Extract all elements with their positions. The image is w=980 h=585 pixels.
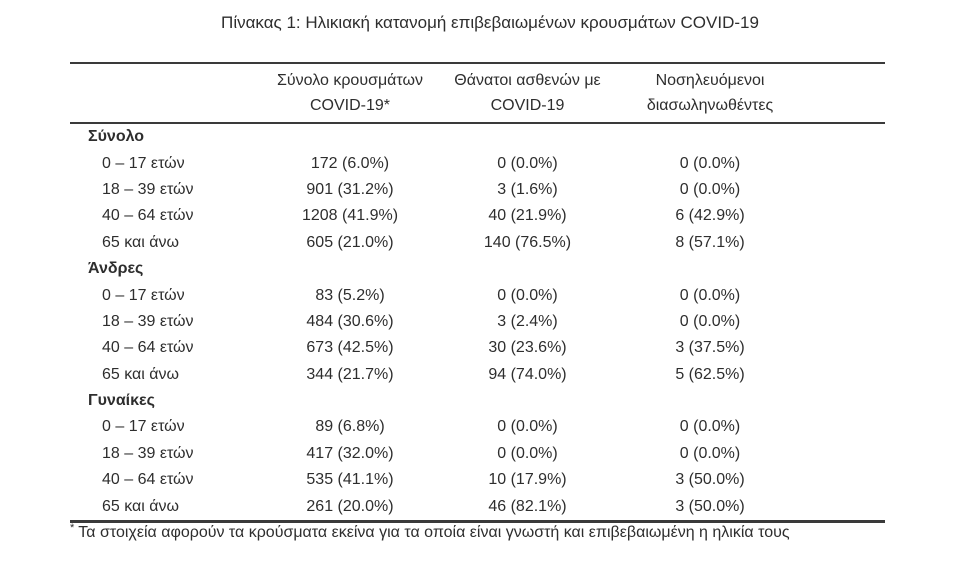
- deaths-value: 10 (17.9%): [488, 471, 567, 489]
- intubated-value: 3 (50.0%): [675, 471, 745, 489]
- cases-value: 535 (41.1%): [306, 471, 394, 489]
- cases-value: 172 (6.0%): [310, 154, 390, 172]
- age-range-label: 40 – 64 ετών: [102, 339, 194, 357]
- row-spacer: [805, 150, 885, 176]
- cases-value: 261 (20.0%): [260, 493, 440, 523]
- col-header-line: Σύνολο κρουσμάτων: [276, 72, 423, 89]
- group-label: Γυναίκες: [88, 392, 155, 410]
- deaths-value: 140 (76.5%): [483, 233, 572, 251]
- table-row: 0 – 17 ετών 89 (6.8%) 0 (0.0%) 0 (0.0%): [70, 414, 885, 440]
- row-spacer: [805, 230, 885, 256]
- footnote-marker: *: [70, 521, 75, 534]
- table-row: 40 – 64 ετών 1208 (41.9%) 40 (21.9%) 6 (…: [70, 203, 885, 229]
- col-header-line: COVID-19: [490, 97, 565, 114]
- table-row: 40 – 64 ετών 673 (42.5%) 30 (23.6%) 3 (3…: [70, 335, 885, 361]
- row-spacer: [805, 467, 885, 493]
- age-range-label: 40 – 64 ετών: [102, 207, 194, 225]
- group-header-row: Άνδρες: [70, 256, 885, 282]
- deaths-value: 30 (23.6%): [488, 339, 567, 357]
- table-row: 40 – 64 ετών 535 (41.1%) 10 (17.9%) 3 (5…: [70, 467, 885, 493]
- cases-value: 83 (5.2%): [315, 286, 385, 304]
- deaths-value: 3 (2.4%): [497, 312, 558, 330]
- age-range-label: 0 – 17 ετών: [102, 286, 185, 304]
- intubated-value: 8 (57.1%): [675, 233, 745, 251]
- col-header-intubated: Νοσηλευόμενοι διασωληνωθέντες: [615, 63, 805, 124]
- row-spacer: [805, 203, 885, 229]
- intubated-value: 3 (50.0%): [615, 493, 805, 523]
- cases-value: 89 (6.8%): [315, 418, 385, 436]
- table-row: 65 και άνω 261 (20.0%) 46 (82.1%) 3 (50.…: [70, 493, 885, 523]
- table-footnote: * Τα στοιχεία αφορούν τα κρούσματα εκείνα…: [70, 521, 930, 542]
- deaths-value: 0 (0.0%): [497, 154, 558, 172]
- cases-value: 484 (30.6%): [306, 312, 394, 330]
- intubated-value: 0 (0.0%): [679, 154, 741, 172]
- intubated-value: 3 (37.5%): [675, 339, 745, 357]
- intubated-value: 0 (0.0%): [679, 180, 741, 198]
- intubated-value: 0 (0.0%): [679, 286, 741, 304]
- row-spacer: [805, 177, 885, 203]
- cases-value: 605 (21.0%): [306, 233, 394, 251]
- age-range-label: 65 και άνω: [102, 365, 180, 383]
- intubated-value: 0 (0.0%): [679, 312, 741, 330]
- row-header-spacer: [70, 63, 260, 124]
- cases-value: 344 (21.7%): [306, 365, 394, 383]
- intubated-value: 0 (0.0%): [679, 444, 741, 462]
- group-label: Άνδρες: [88, 260, 144, 278]
- deaths-value: 0 (0.0%): [497, 444, 558, 462]
- table-row: 18 – 39 ετών 484 (30.6%) 3 (2.4%) 0 (0.0…: [70, 309, 885, 335]
- header-spacer: [805, 63, 885, 124]
- age-range-label: 18 – 39 ετών: [102, 444, 194, 462]
- group-label: Σύνολο: [88, 128, 145, 146]
- row-spacer: [805, 441, 885, 467]
- deaths-value: 0 (0.0%): [497, 286, 558, 304]
- age-range-label: 65 και άνω: [70, 493, 260, 523]
- table-row: 65 και άνω 605 (21.0%) 140 (76.5%) 8 (57…: [70, 230, 885, 256]
- row-spacer: [805, 335, 885, 361]
- table-row: 0 – 17 ετών 83 (5.2%) 0 (0.0%) 0 (0.0%): [70, 282, 885, 308]
- age-range-label: 40 – 64 ετών: [102, 471, 194, 489]
- deaths-value: 40 (21.9%): [488, 207, 567, 225]
- table-row: 0 – 17 ετών 172 (6.0%) 0 (0.0%) 0 (0.0%): [70, 150, 885, 176]
- table-row: 18 – 39 ετών 417 (32.0%) 0 (0.0%) 0 (0.0…: [70, 441, 885, 467]
- row-spacer: [805, 362, 885, 388]
- intubated-value: 6 (42.9%): [675, 207, 745, 225]
- row-spacer: [805, 493, 885, 523]
- age-range-label: 18 – 39 ετών: [102, 312, 194, 330]
- row-spacer: [805, 414, 885, 440]
- table-title: Πίνακας 1: Ηλικιακή κατανομή επιβεβαιωμέ…: [221, 13, 759, 32]
- row-spacer: [805, 282, 885, 308]
- col-header-line: διασωληνωθέντες: [646, 97, 774, 114]
- table-container: Σύνολο κρουσμάτων COVID-19* Θάνατοι ασθε…: [70, 62, 885, 523]
- deaths-value: 46 (82.1%): [440, 493, 615, 523]
- col-header-line: Θάνατοι ασθενών με: [454, 72, 601, 89]
- col-header-line: COVID-19*: [309, 97, 391, 114]
- table-row: 65 και άνω 344 (21.7%) 94 (74.0%) 5 (62.…: [70, 362, 885, 388]
- age-range-label: 0 – 17 ετών: [102, 418, 185, 436]
- covid-age-distribution-table: Σύνολο κρουσμάτων COVID-19* Θάνατοι ασθε…: [70, 62, 885, 523]
- table-row: 18 – 39 ετών 901 (31.2%) 3 (1.6%) 0 (0.0…: [70, 177, 885, 203]
- deaths-value: 0 (0.0%): [497, 418, 558, 436]
- cases-value: 417 (32.0%): [306, 444, 394, 462]
- age-range-label: 0 – 17 ετών: [102, 154, 185, 172]
- table-header-row: Σύνολο κρουσμάτων COVID-19* Θάνατοι ασθε…: [70, 63, 885, 124]
- footnote-text: Τα στοιχεία αφορούν τα κρούσματα εκείνα …: [78, 524, 790, 541]
- cases-value: 1208 (41.9%): [301, 207, 399, 225]
- cases-value: 673 (42.5%): [306, 339, 394, 357]
- intubated-value: 5 (62.5%): [675, 365, 745, 383]
- age-range-label: 18 – 39 ετών: [102, 180, 194, 198]
- deaths-value: 3 (1.6%): [497, 180, 558, 198]
- group-header-row: Γυναίκες: [70, 388, 885, 414]
- cases-value: 901 (31.2%): [306, 180, 394, 198]
- col-header-deaths: Θάνατοι ασθενών με COVID-19: [440, 63, 615, 124]
- col-header-line: Νοσηλευόμενοι: [655, 72, 765, 89]
- row-spacer: [805, 309, 885, 335]
- intubated-value: 0 (0.0%): [679, 418, 741, 436]
- group-header-row: Σύνολο: [70, 123, 885, 150]
- deaths-value: 94 (74.0%): [488, 365, 567, 383]
- age-range-label: 65 και άνω: [102, 233, 180, 251]
- col-header-cases: Σύνολο κρουσμάτων COVID-19*: [260, 63, 440, 124]
